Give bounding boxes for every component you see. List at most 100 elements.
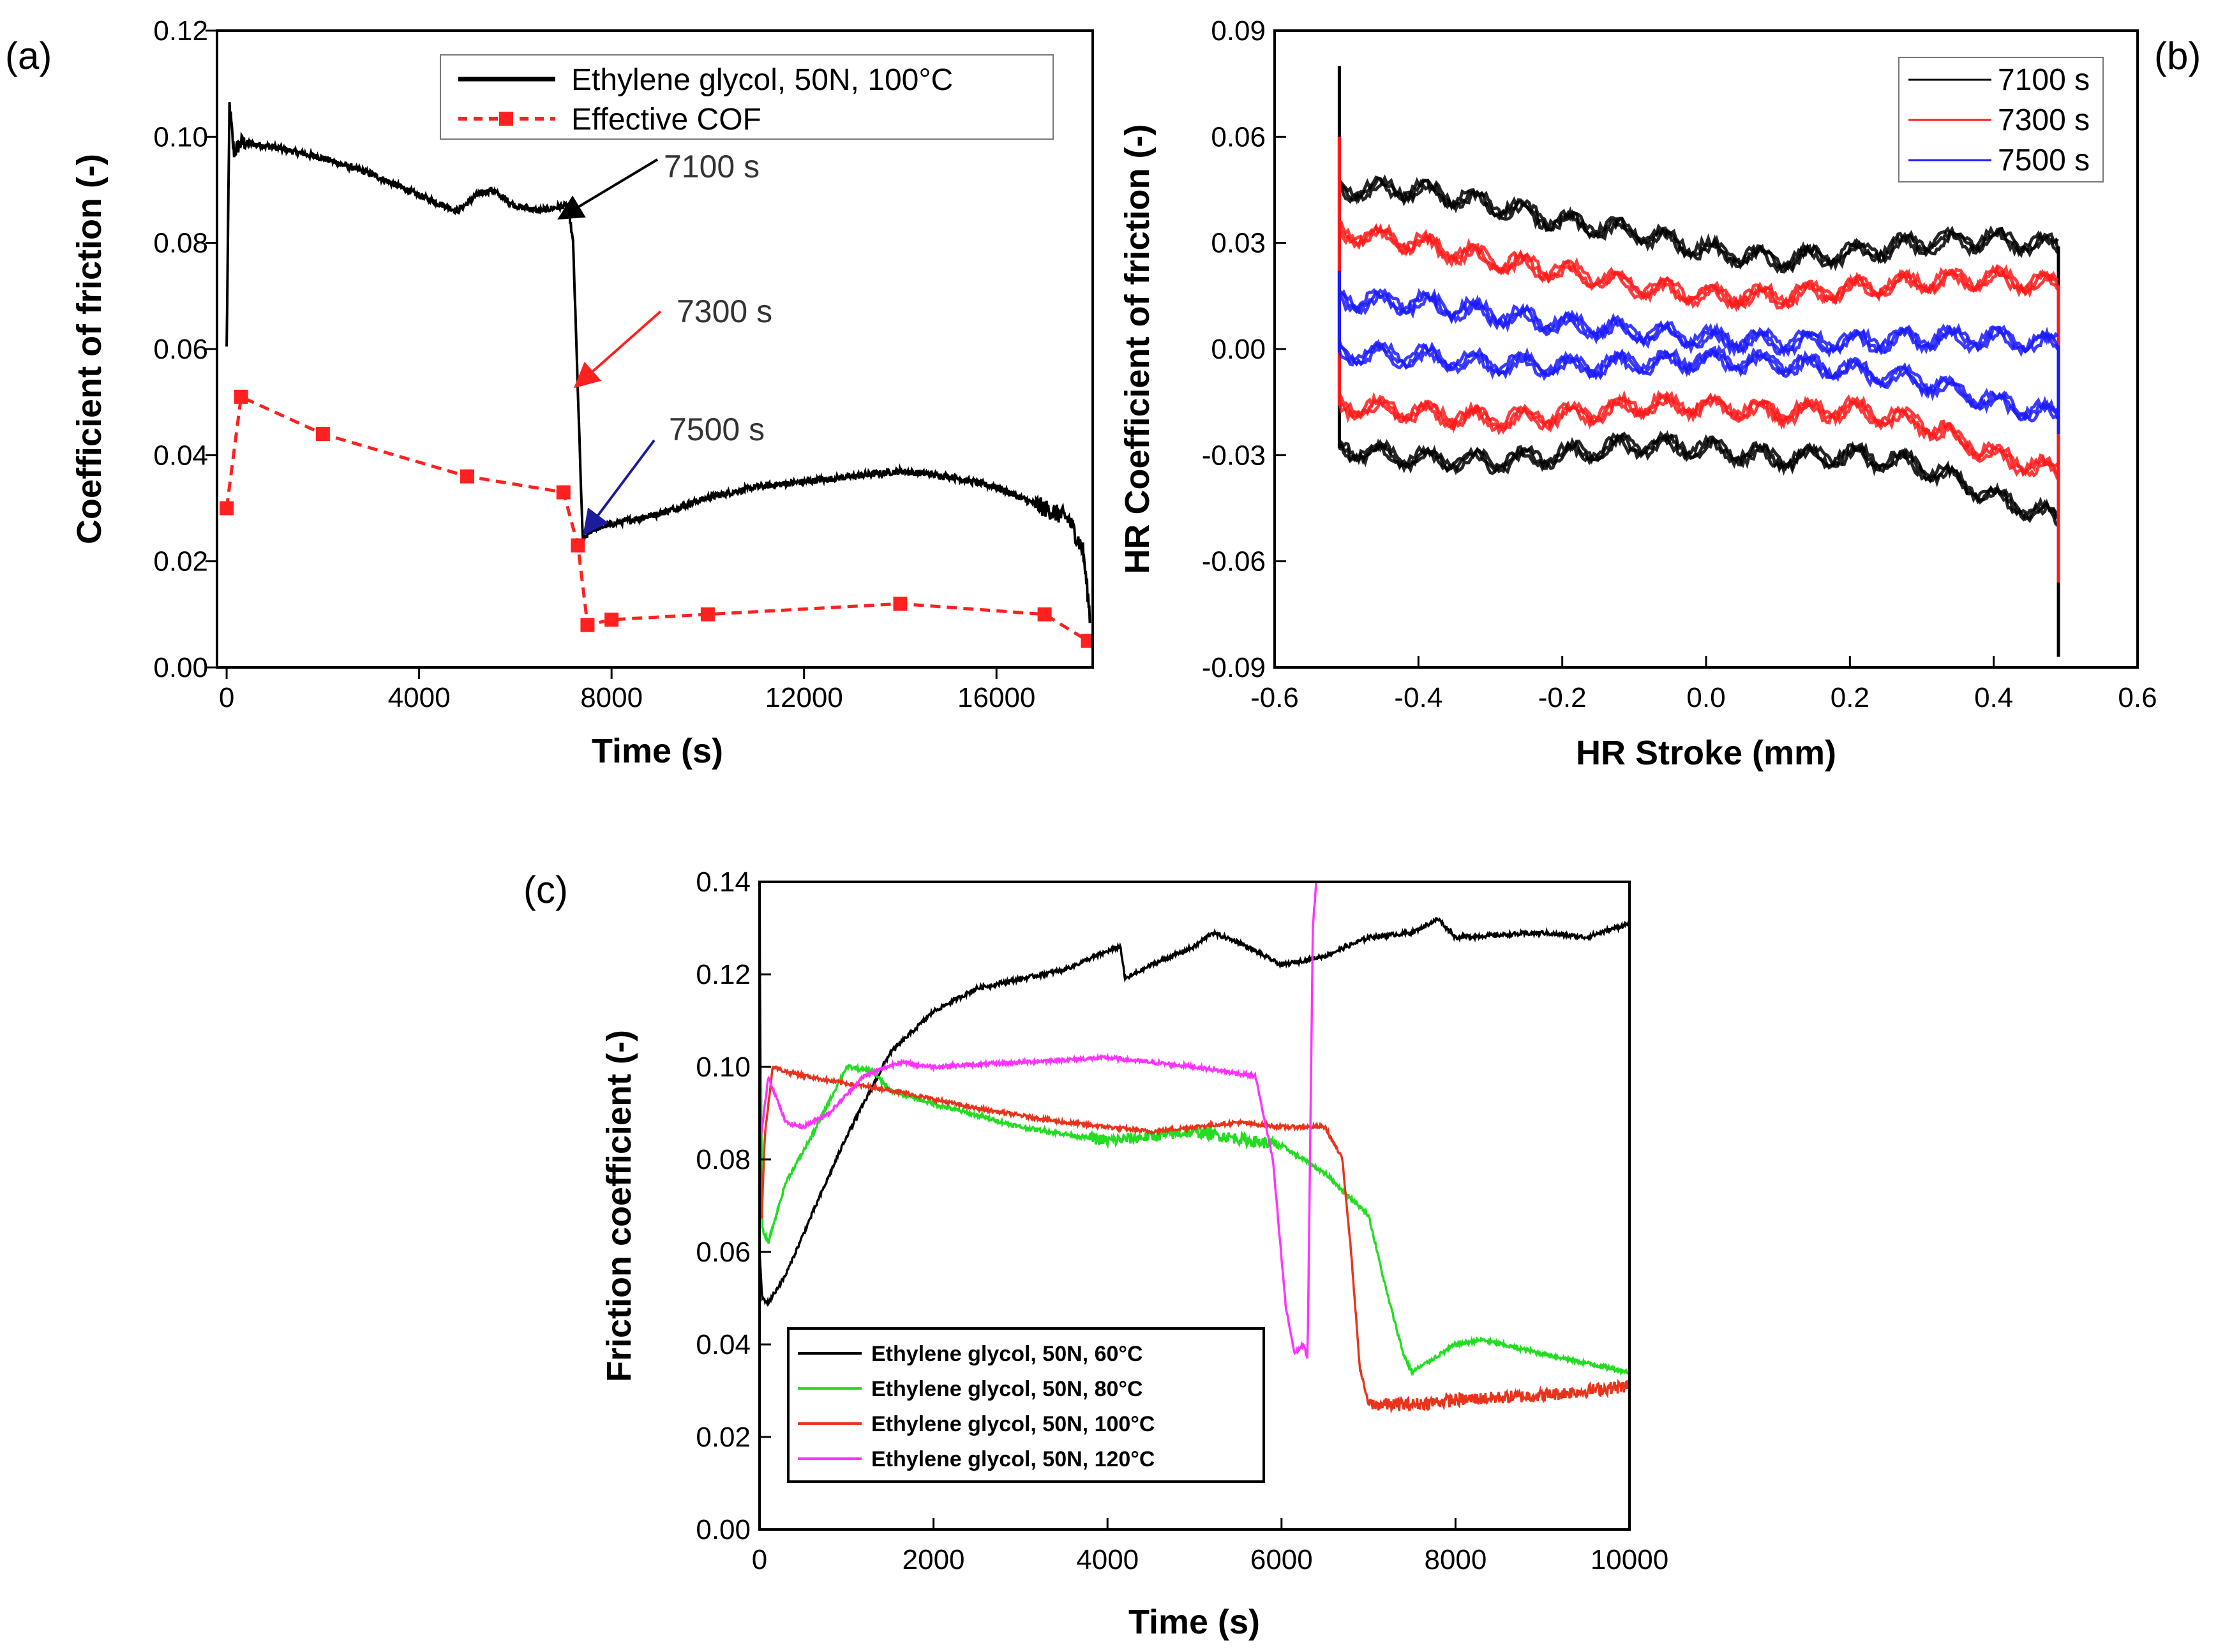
- panel-a-xtick-label: 0: [219, 682, 234, 713]
- panel-c-legend: Ethylene glycol, 50N, 60°C Ethylene glyc…: [787, 1327, 1265, 1483]
- panel-a-legend-box: [440, 54, 1054, 140]
- band-upper-7100-s: [1338, 175, 2060, 274]
- panel-b-ytick-label: 0.09: [1211, 15, 1266, 47]
- legend-label-100c: Ethylene glycol, 50N, 100°C: [871, 1412, 1155, 1436]
- panel-b-ytick-label: -0.09: [1202, 652, 1266, 683]
- series-ethylene-glycol-50n-100-c: [760, 928, 1629, 1414]
- panel-c-ytick-label: 0.04: [696, 1329, 751, 1360]
- panel-b-xtick-label: 0.6: [2118, 682, 2157, 713]
- panel-c-ylabel: Friction coefficient (-): [600, 1030, 638, 1382]
- panel-c-ytick-label: 0.02: [696, 1422, 751, 1453]
- panel-b-ytick-label: 0.06: [1211, 121, 1266, 153]
- legend-label-7100: 7100 s: [1998, 63, 2090, 97]
- series-ethylene-glycol-50n-60-c: [760, 917, 1629, 1307]
- panel-a-annotations: 7100 s 7300 s 7500 s: [557, 149, 772, 536]
- panel-b-ticks: -0.6 -0.4 -0.2 0.0 0.2 0.4 0.6 -0.09 -0.06 -0.03 0…: [1202, 15, 2157, 713]
- panel-c-xtick-label: 10000: [1591, 1544, 1668, 1575]
- panel-c-ytick-label: 0.08: [696, 1144, 751, 1175]
- panel-c-ytick-label: 0.06: [696, 1237, 751, 1268]
- panel-c-series: [760, 882, 1629, 1414]
- panel-label-a: (a): [5, 34, 52, 77]
- effective-cof-point: [604, 613, 619, 627]
- panel-a-xtick-label: 16000: [957, 682, 1035, 713]
- series-7500-s: [1337, 271, 2060, 435]
- panel-c-ytick-label: 0.10: [696, 1052, 751, 1083]
- panel-b-xtick-label: 0.4: [1974, 682, 2013, 713]
- panel-b-ytick-label: -0.03: [1202, 440, 1266, 471]
- panel-c-xtick-label: 4000: [1076, 1544, 1139, 1575]
- panel-b-ytick-label: 0.00: [1211, 334, 1266, 365]
- panel-b-xtick-label: 0.0: [1686, 682, 1725, 713]
- panel-b-xtick-label: 0.2: [1831, 682, 1869, 713]
- annotation-label-7100-s: 7100 s: [664, 149, 760, 184]
- panel-c-xtick-label: 6000: [1250, 1544, 1313, 1575]
- panel-c-ytick-label: 0.14: [696, 867, 751, 898]
- panel-c-ytick-label: 0.12: [696, 959, 751, 990]
- panel-a-xtick-label: 4000: [388, 682, 451, 713]
- series-ethylene-glycol-50n-100-c: [225, 102, 1091, 623]
- panel-a-legend: Ethylene glycol, 50N, 100°C Effective CO…: [440, 54, 1054, 140]
- panel-c-frame: [758, 881, 1631, 1531]
- panel-b-series: [1337, 66, 2060, 657]
- panel-c-ytick-label: 0.00: [696, 1514, 751, 1545]
- band-upper-7100-s: [1338, 176, 2060, 274]
- panel-a-xtick-label: 12000: [765, 682, 843, 713]
- chart-panel-c: 0 2000 4000 6000 8000 10000 0.00 0.02 0.04 0.06 0.…: [600, 867, 1668, 1641]
- panel-a-ytick-label: 0.08: [153, 228, 208, 259]
- effective-cof-point: [220, 501, 234, 516]
- series-effective-cof: [225, 394, 1089, 643]
- panel-c-xlabel: Time (s): [1128, 1603, 1260, 1641]
- panel-b-ytick-label: -0.06: [1202, 546, 1266, 577]
- band-upper-7100-s: [1338, 174, 2059, 274]
- panel-a-ytick-label: 0.06: [153, 334, 208, 365]
- band-upper-7300-s: [1338, 223, 2060, 310]
- panel-a-ticks: 0 4000 8000 12000 16000 0.00 0.02 0.04 0.06 0.08 0…: [153, 15, 1035, 713]
- panel-c-legend-box: [787, 1327, 1265, 1483]
- panel-a-ytick-label: 0.04: [153, 440, 208, 471]
- band-lower-7100-s: [1338, 432, 2058, 522]
- panel-a-ytick-label: 0.02: [153, 546, 208, 577]
- band-lower-7500-s: [1338, 340, 2060, 421]
- effective-cof-point: [1037, 607, 1052, 621]
- series-7300-s: [1337, 137, 2060, 583]
- annotation-label-7500-s: 7500 s: [669, 412, 765, 447]
- band-lower-7100-s: [1338, 430, 2059, 527]
- panel-a-xtick-label: 8000: [580, 682, 643, 713]
- panel-c-ticks: 0 2000 4000 6000 8000 10000 0.00 0.02 0.04 0.06 0.…: [696, 867, 1668, 1575]
- legend-label-7500: 7500 s: [1998, 144, 2090, 177]
- band-lower-7500-s: [1338, 339, 2059, 422]
- effective-cof-point: [571, 538, 585, 553]
- legend-label-effective-cof: Effective COF: [571, 103, 761, 137]
- effective-cof-point: [1081, 634, 1093, 648]
- panel-c-xtick-label: 8000: [1424, 1544, 1487, 1575]
- chart-panel-b: -0.6 -0.4 -0.2 0.0 0.2 0.4 0.6 -0.09 -0.06 -0.03 0…: [1118, 15, 2157, 772]
- series-7100-s: [1337, 66, 2060, 657]
- panel-b-legend: 7100 s 7300 s 7500 s: [1898, 57, 2104, 182]
- annotation-label-7300-s: 7300 s: [677, 294, 772, 329]
- band-lower-7500-s: [1338, 340, 2060, 423]
- effective-cof-point: [700, 607, 715, 621]
- series-ethylene-glycol-50n-120-c: [760, 882, 1317, 1359]
- panel-a-xlabel: Time (s): [592, 732, 723, 770]
- legend-label-120c: Ethylene glycol, 50N, 120°C: [871, 1447, 1155, 1471]
- effective-cof-point: [315, 427, 330, 442]
- panel-label-b: (b): [2154, 34, 2201, 77]
- panel-b-xtick-label: -0.2: [1538, 682, 1587, 713]
- legend-marker-effective-cof: [499, 112, 513, 126]
- effective-cof-point: [556, 485, 571, 500]
- panel-a-ytick-label: 0.00: [153, 652, 208, 683]
- effective-cof-point: [580, 618, 595, 632]
- band-lower-7300-s: [1338, 390, 2059, 478]
- panel-c-xtick-label: 2000: [903, 1544, 965, 1575]
- band-upper-7500-s: [1338, 288, 2060, 358]
- effective-cof-point: [234, 389, 248, 404]
- effective-cof-point: [893, 597, 908, 611]
- panel-b-xtick-label: -0.6: [1250, 682, 1299, 713]
- panel-b-xtick-label: -0.4: [1394, 682, 1442, 713]
- legend-label-60c: Ethylene glycol, 50N, 60°C: [871, 1342, 1143, 1366]
- panel-b-ytick-label: 0.03: [1211, 228, 1266, 259]
- annotation-arrow-7300-s: [574, 310, 662, 389]
- effective-cof-point: [460, 469, 474, 484]
- band-upper-7300-s: [1338, 219, 2059, 311]
